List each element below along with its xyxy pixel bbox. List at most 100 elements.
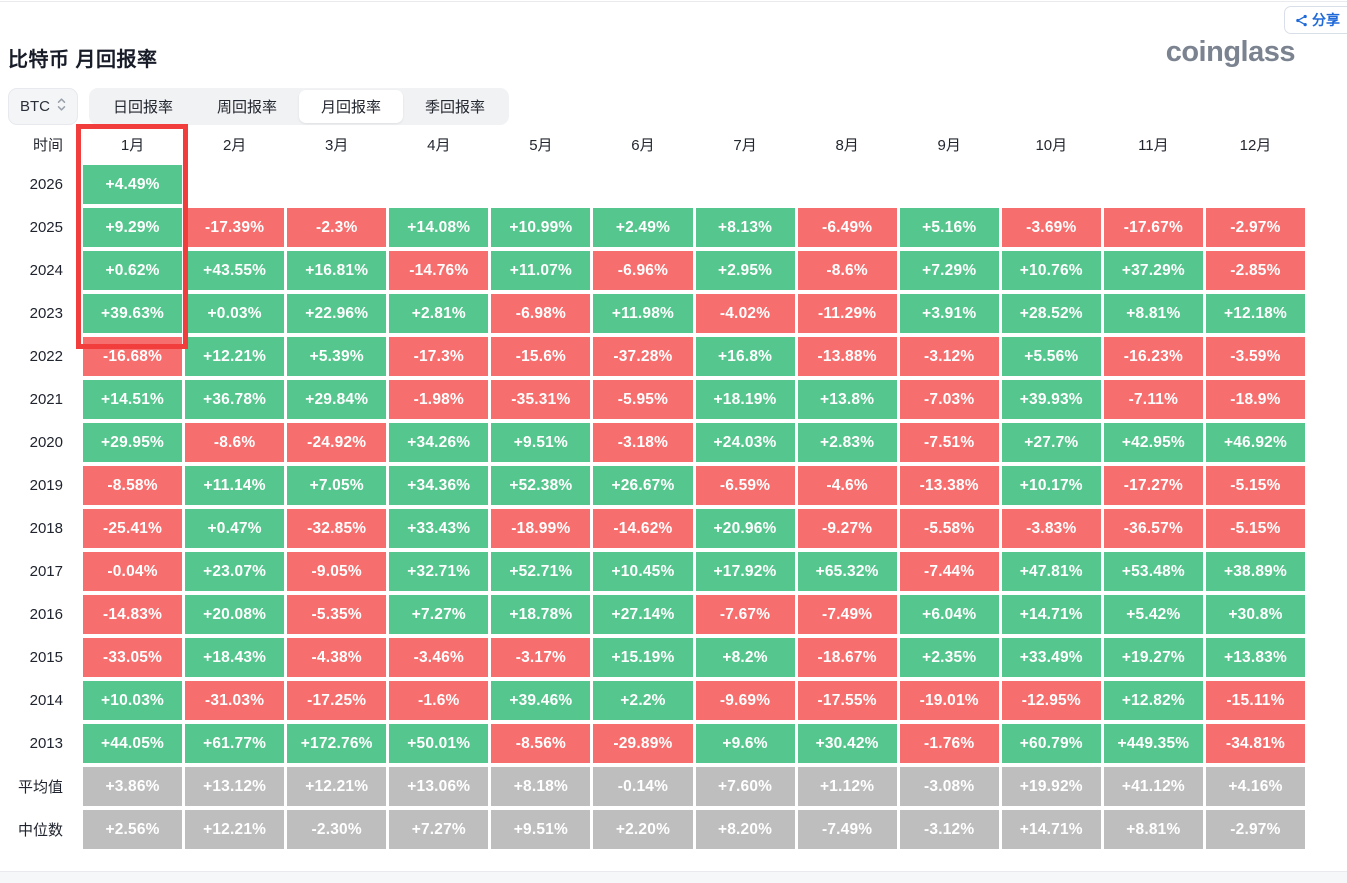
return-cell: +9.29% <box>83 208 183 247</box>
return-cell: -0.04% <box>83 552 183 591</box>
year-label: 2021 <box>29 391 63 408</box>
return-cell: +9.51% <box>491 423 591 462</box>
return-cell: +44.05% <box>83 724 183 763</box>
return-cell: -17.25% <box>287 681 387 720</box>
return-cell <box>900 165 999 204</box>
month-header: 5月 <box>529 137 553 154</box>
return-cell: +13.8% <box>797 380 897 419</box>
return-cell: +27.7% <box>1001 423 1101 462</box>
return-cell: +2.20% <box>593 810 693 849</box>
return-cell: +16.81% <box>287 251 387 290</box>
return-cell <box>185 165 284 204</box>
return-cell: +12.21% <box>185 810 285 849</box>
return-cell: +65.32% <box>797 552 897 591</box>
return-cell: +5.56% <box>1001 337 1101 376</box>
return-cell <box>696 165 795 204</box>
year-label: 2013 <box>29 735 63 752</box>
share-label: 分享 <box>1312 12 1340 28</box>
return-cell: -3.18% <box>593 423 693 462</box>
return-cell: -18.99% <box>491 509 591 548</box>
return-cell: +13.83% <box>1205 638 1305 677</box>
return-cell: -16.68% <box>83 337 183 376</box>
return-cell: +39.93% <box>1001 380 1101 419</box>
return-cell: +20.08% <box>185 595 285 634</box>
monthly-returns-table: 时间 1月 2月 3月 4月 5月 6月 7月 8月 9月 10月 11月 12月 2026 +4.49% 2… <box>0 128 1305 849</box>
return-cell: +0.62% <box>83 251 183 290</box>
year-label: 2016 <box>29 606 63 623</box>
return-cell: -3.83% <box>1001 509 1101 548</box>
return-cell: -25.41% <box>83 509 183 548</box>
return-cell: +14.08% <box>389 208 489 247</box>
coin-selector[interactable]: BTC <box>8 88 78 125</box>
month-header: 4月 <box>427 137 451 154</box>
return-cell: -2.85% <box>1205 251 1305 290</box>
tab-weekly-returns[interactable]: 周回报率 <box>217 99 278 116</box>
return-cell: -19.01% <box>899 681 999 720</box>
return-cell: +50.01% <box>389 724 489 763</box>
return-cell: +18.78% <box>491 595 591 634</box>
return-cell: +9.6% <box>695 724 795 763</box>
bottom-bar <box>0 871 1347 883</box>
return-cell: -5.95% <box>593 380 693 419</box>
period-tab-bar: 日回报率 周回报率 月回报率 季回报率 <box>89 88 510 125</box>
return-cell: +449.35% <box>1103 724 1203 763</box>
tab-monthly-returns[interactable]: 月回报率 <box>299 90 404 123</box>
tab-daily-returns[interactable]: 日回报率 <box>113 99 174 116</box>
return-cell: -34.81% <box>1205 724 1305 763</box>
share-button[interactable]: 分享 <box>1284 6 1347 34</box>
return-cell: -7.51% <box>899 423 999 462</box>
return-cell: +10.03% <box>83 681 183 720</box>
summary-row-label: 平均值 <box>17 779 63 796</box>
return-cell: +61.77% <box>185 724 285 763</box>
return-cell: +3.91% <box>899 294 999 333</box>
return-cell: +11.14% <box>185 466 285 505</box>
return-cell: -17.67% <box>1103 208 1203 247</box>
month-header: 1月 <box>120 137 145 154</box>
return-cell: -6.59% <box>695 466 795 505</box>
summary-row-label: 中位数 <box>17 822 63 839</box>
return-cell: +4.49% <box>83 165 183 204</box>
return-cell: +18.43% <box>185 638 285 677</box>
return-cell: -9.27% <box>797 509 897 548</box>
return-cell: +0.03% <box>185 294 285 333</box>
return-cell: +12.21% <box>185 337 285 376</box>
return-cell: +12.18% <box>1205 294 1305 333</box>
return-cell: +19.92% <box>1001 767 1101 806</box>
return-cell: +22.96% <box>287 294 387 333</box>
month-header: 3月 <box>325 137 349 154</box>
return-cell: -8.58% <box>83 466 183 505</box>
return-cell: +8.13% <box>695 208 795 247</box>
return-cell: +19.27% <box>1103 638 1203 677</box>
return-cell: +14.71% <box>1001 810 1101 849</box>
return-cell: -13.88% <box>797 337 897 376</box>
return-cell: +10.76% <box>1001 251 1101 290</box>
return-cell: -0.14% <box>593 767 693 806</box>
return-cell: +29.84% <box>287 380 387 419</box>
return-cell: +30.42% <box>797 724 897 763</box>
return-cell: +15.19% <box>593 638 693 677</box>
return-cell: -9.05% <box>287 552 387 591</box>
return-cell: +2.49% <box>593 208 693 247</box>
month-header: 2月 <box>222 137 247 154</box>
return-cell: -2.97% <box>1205 810 1305 849</box>
return-cell: -2.30% <box>287 810 387 849</box>
tab-quarterly-returns[interactable]: 季回报率 <box>425 99 486 116</box>
return-cell: -24.92% <box>287 423 387 462</box>
return-cell: +7.27% <box>389 595 489 634</box>
return-cell: +24.03% <box>695 423 795 462</box>
return-cell: +33.43% <box>389 509 489 548</box>
return-cell: +36.78% <box>185 380 285 419</box>
return-cell: -14.83% <box>83 595 183 634</box>
return-cell: +39.63% <box>83 294 183 333</box>
return-cell: -4.02% <box>695 294 795 333</box>
return-cell: -13.38% <box>899 466 999 505</box>
return-cell: -7.03% <box>899 380 999 419</box>
return-cell <box>1002 165 1101 204</box>
return-cell: -18.67% <box>797 638 897 677</box>
return-cell: -4.6% <box>797 466 897 505</box>
return-cell: +5.42% <box>1103 595 1203 634</box>
return-cell: +47.81% <box>1001 552 1101 591</box>
return-cell: +6.04% <box>899 595 999 634</box>
year-label: 2017 <box>29 563 63 580</box>
